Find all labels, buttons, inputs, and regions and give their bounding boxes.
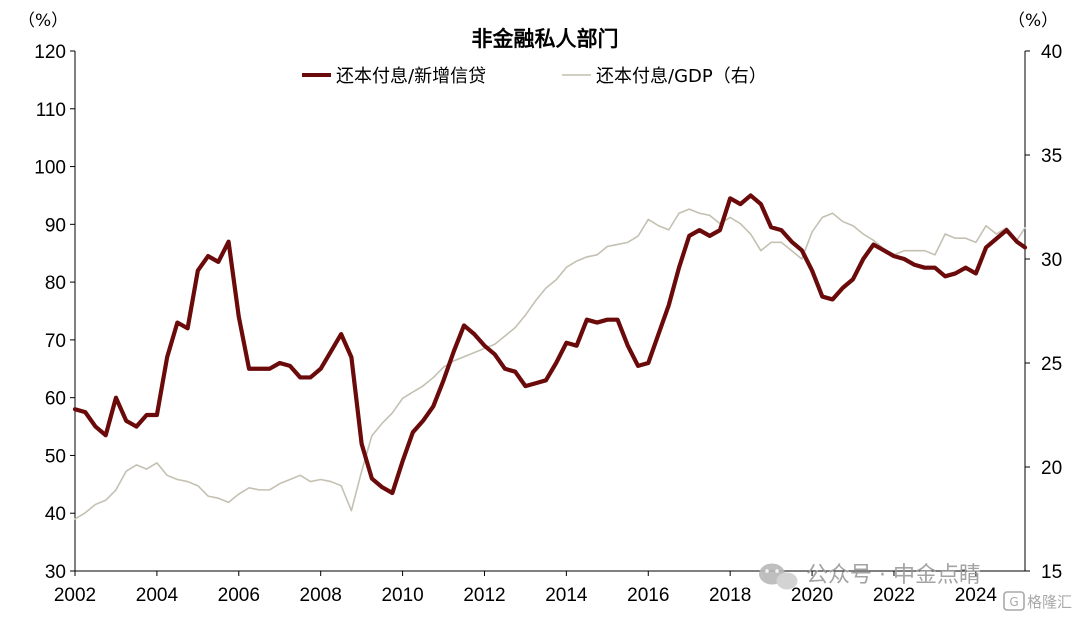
left-tick-label: 60: [45, 389, 66, 410]
x-tick-label: 2014: [545, 585, 588, 606]
x-tick-label: 2020: [791, 585, 833, 606]
series-line-debt-service-to-gdp: [74, 208, 1026, 520]
left-tick-label: 70: [45, 331, 66, 352]
left-tick-label: 90: [45, 215, 66, 236]
x-tick-label: 2010: [381, 585, 423, 606]
watermark: 公众号 · 中金点睛 G 格隆汇: [759, 563, 1072, 611]
x-axis-ticks: 2002 2004 2006 2008 2010 2012 2014 2016 2018 2020…: [54, 571, 998, 606]
left-tick-label: 100: [34, 158, 66, 179]
x-tick-label: 2024: [955, 585, 998, 606]
left-axis-unit: （%）: [18, 11, 68, 31]
left-tick-label: 30: [45, 562, 66, 583]
watermark-brand: 格隆汇: [1027, 593, 1072, 611]
left-axis-ticks: 30 40 50 60 70 80 90 100 110 120: [34, 42, 75, 583]
left-tick-label: 40: [45, 504, 66, 525]
right-tick-label: 20: [1041, 458, 1062, 479]
right-tick-label: 25: [1041, 354, 1062, 375]
x-tick-label: 2016: [627, 585, 669, 606]
x-tick-label: 2022: [873, 585, 915, 606]
x-tick-label: 2002: [54, 585, 96, 606]
legend-label-debt-credit: 还本付息/新增信贷: [336, 66, 486, 87]
watermark-text: 公众号 · 中金点睛: [806, 563, 981, 588]
x-tick-label: 2006: [218, 585, 260, 606]
right-tick-label: 30: [1041, 250, 1062, 271]
series-line-debt-service-to-new-credit: [72, 193, 1028, 496]
right-axis-ticks: 15 20 25 30 35 40: [1025, 42, 1062, 583]
chart-title: 非金融私人部门: [472, 27, 619, 51]
x-tick-label: 2004: [136, 585, 179, 606]
left-tick-label: 110: [36, 100, 66, 121]
legend-label-debt-gdp: 还本付息/GDP（右）: [596, 66, 767, 87]
left-tick-label: 80: [45, 273, 66, 294]
legend: 还本付息/新增信贷 还本付息/GDP（右）: [302, 66, 767, 87]
svg-text:G: G: [1009, 595, 1018, 609]
glh-logo-icon: G: [1003, 591, 1025, 611]
right-tick-label: 35: [1041, 146, 1062, 167]
wechat-icon: [759, 563, 798, 590]
left-tick-label: 120: [34, 42, 66, 63]
axes: [74, 51, 1026, 572]
right-axis-unit: （%）: [1008, 11, 1058, 31]
right-tick-label: 15: [1041, 562, 1062, 583]
right-tick-label: 40: [1041, 42, 1062, 63]
left-tick-label: 50: [45, 446, 66, 467]
x-tick-label: 2012: [463, 585, 505, 606]
series-layer: [72, 193, 1028, 520]
x-tick-label: 2008: [300, 585, 342, 606]
x-tick-label: 2018: [709, 585, 751, 606]
